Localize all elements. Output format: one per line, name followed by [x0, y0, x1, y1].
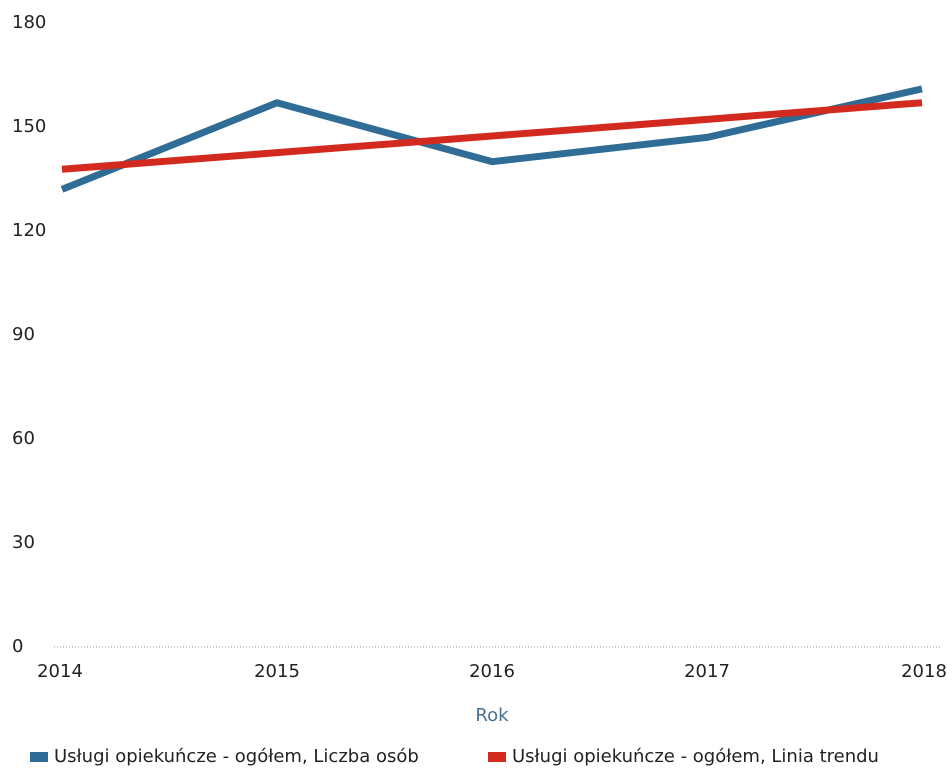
y-tick-label: 60: [12, 428, 35, 449]
y-tick-label: 90: [12, 324, 35, 345]
x-tick-label: 2018: [901, 661, 947, 682]
x-tick-label: 2017: [684, 661, 730, 682]
x-tick-label: 2016: [469, 661, 515, 682]
x-tick-label: 2014: [37, 661, 83, 682]
x-axis-label: Rok: [475, 705, 509, 726]
legend-swatch: [488, 752, 506, 762]
y-tick-label: 180: [12, 12, 46, 33]
series-line: [61, 99, 923, 173]
legend-label: Usługi opiekuńcze - ogółem, Linia trendu: [512, 746, 879, 767]
legend-swatch: [30, 752, 48, 762]
x-tick-label: 2015: [254, 661, 300, 682]
series-line: [60, 85, 923, 193]
y-tick-label: 30: [12, 532, 35, 553]
y-tick-label: 120: [12, 220, 46, 241]
y-tick-label: 150: [12, 116, 46, 137]
legend-label: Usługi opiekuńcze - ogółem, Liczba osób: [54, 746, 419, 767]
y-tick-label: 0: [12, 636, 23, 657]
